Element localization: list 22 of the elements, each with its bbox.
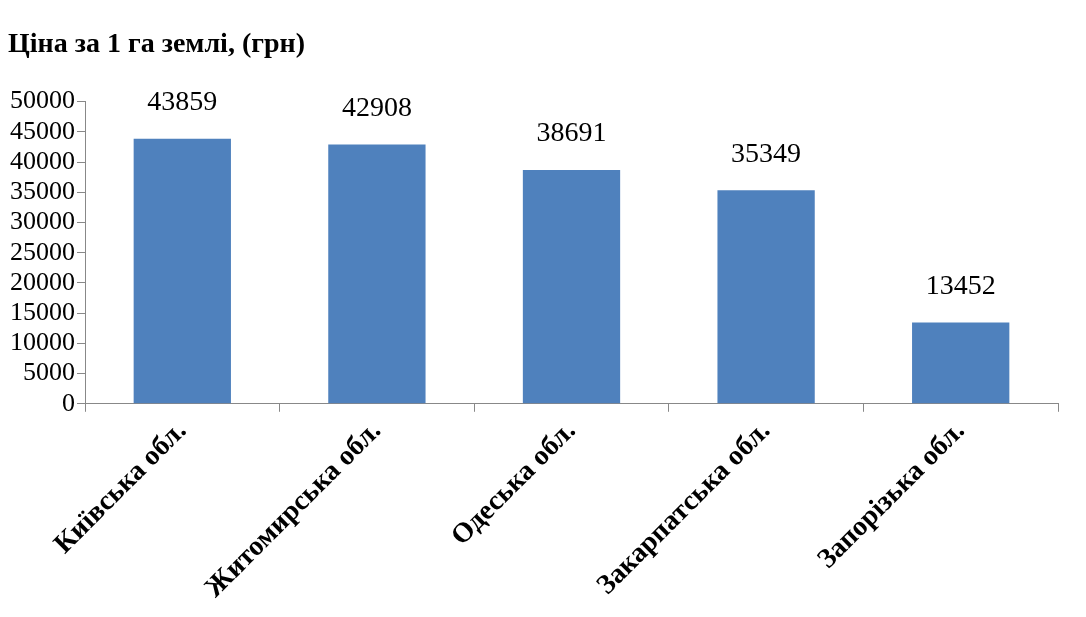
y-tick-label: 40000 [10, 145, 75, 175]
y-tick-label: 0 [62, 387, 75, 417]
y-tick-label: 5000 [23, 357, 75, 387]
bar [328, 144, 426, 404]
data-label: 42908 [341, 90, 412, 122]
y-tick-label: 50000 [10, 85, 75, 115]
y-tick-label: 35000 [10, 176, 75, 206]
bar [522, 169, 621, 404]
y-tick-label: 45000 [10, 115, 75, 145]
data-label: 35349 [731, 136, 802, 168]
y-tick-label: 15000 [10, 296, 75, 326]
chart-title: Ціна за 1 га землі, (грн) [8, 27, 305, 59]
bar [133, 138, 231, 404]
y-tick-label: 10000 [10, 327, 75, 357]
data-label: 13452 [925, 268, 996, 300]
y-tick-label: 25000 [10, 236, 75, 266]
data-label: 38691 [536, 116, 607, 148]
bar [717, 190, 815, 404]
y-tick-label: 30000 [10, 206, 75, 236]
y-tick-label: 20000 [10, 266, 75, 296]
data-label: 43859 [147, 85, 218, 117]
bar [912, 322, 1010, 404]
